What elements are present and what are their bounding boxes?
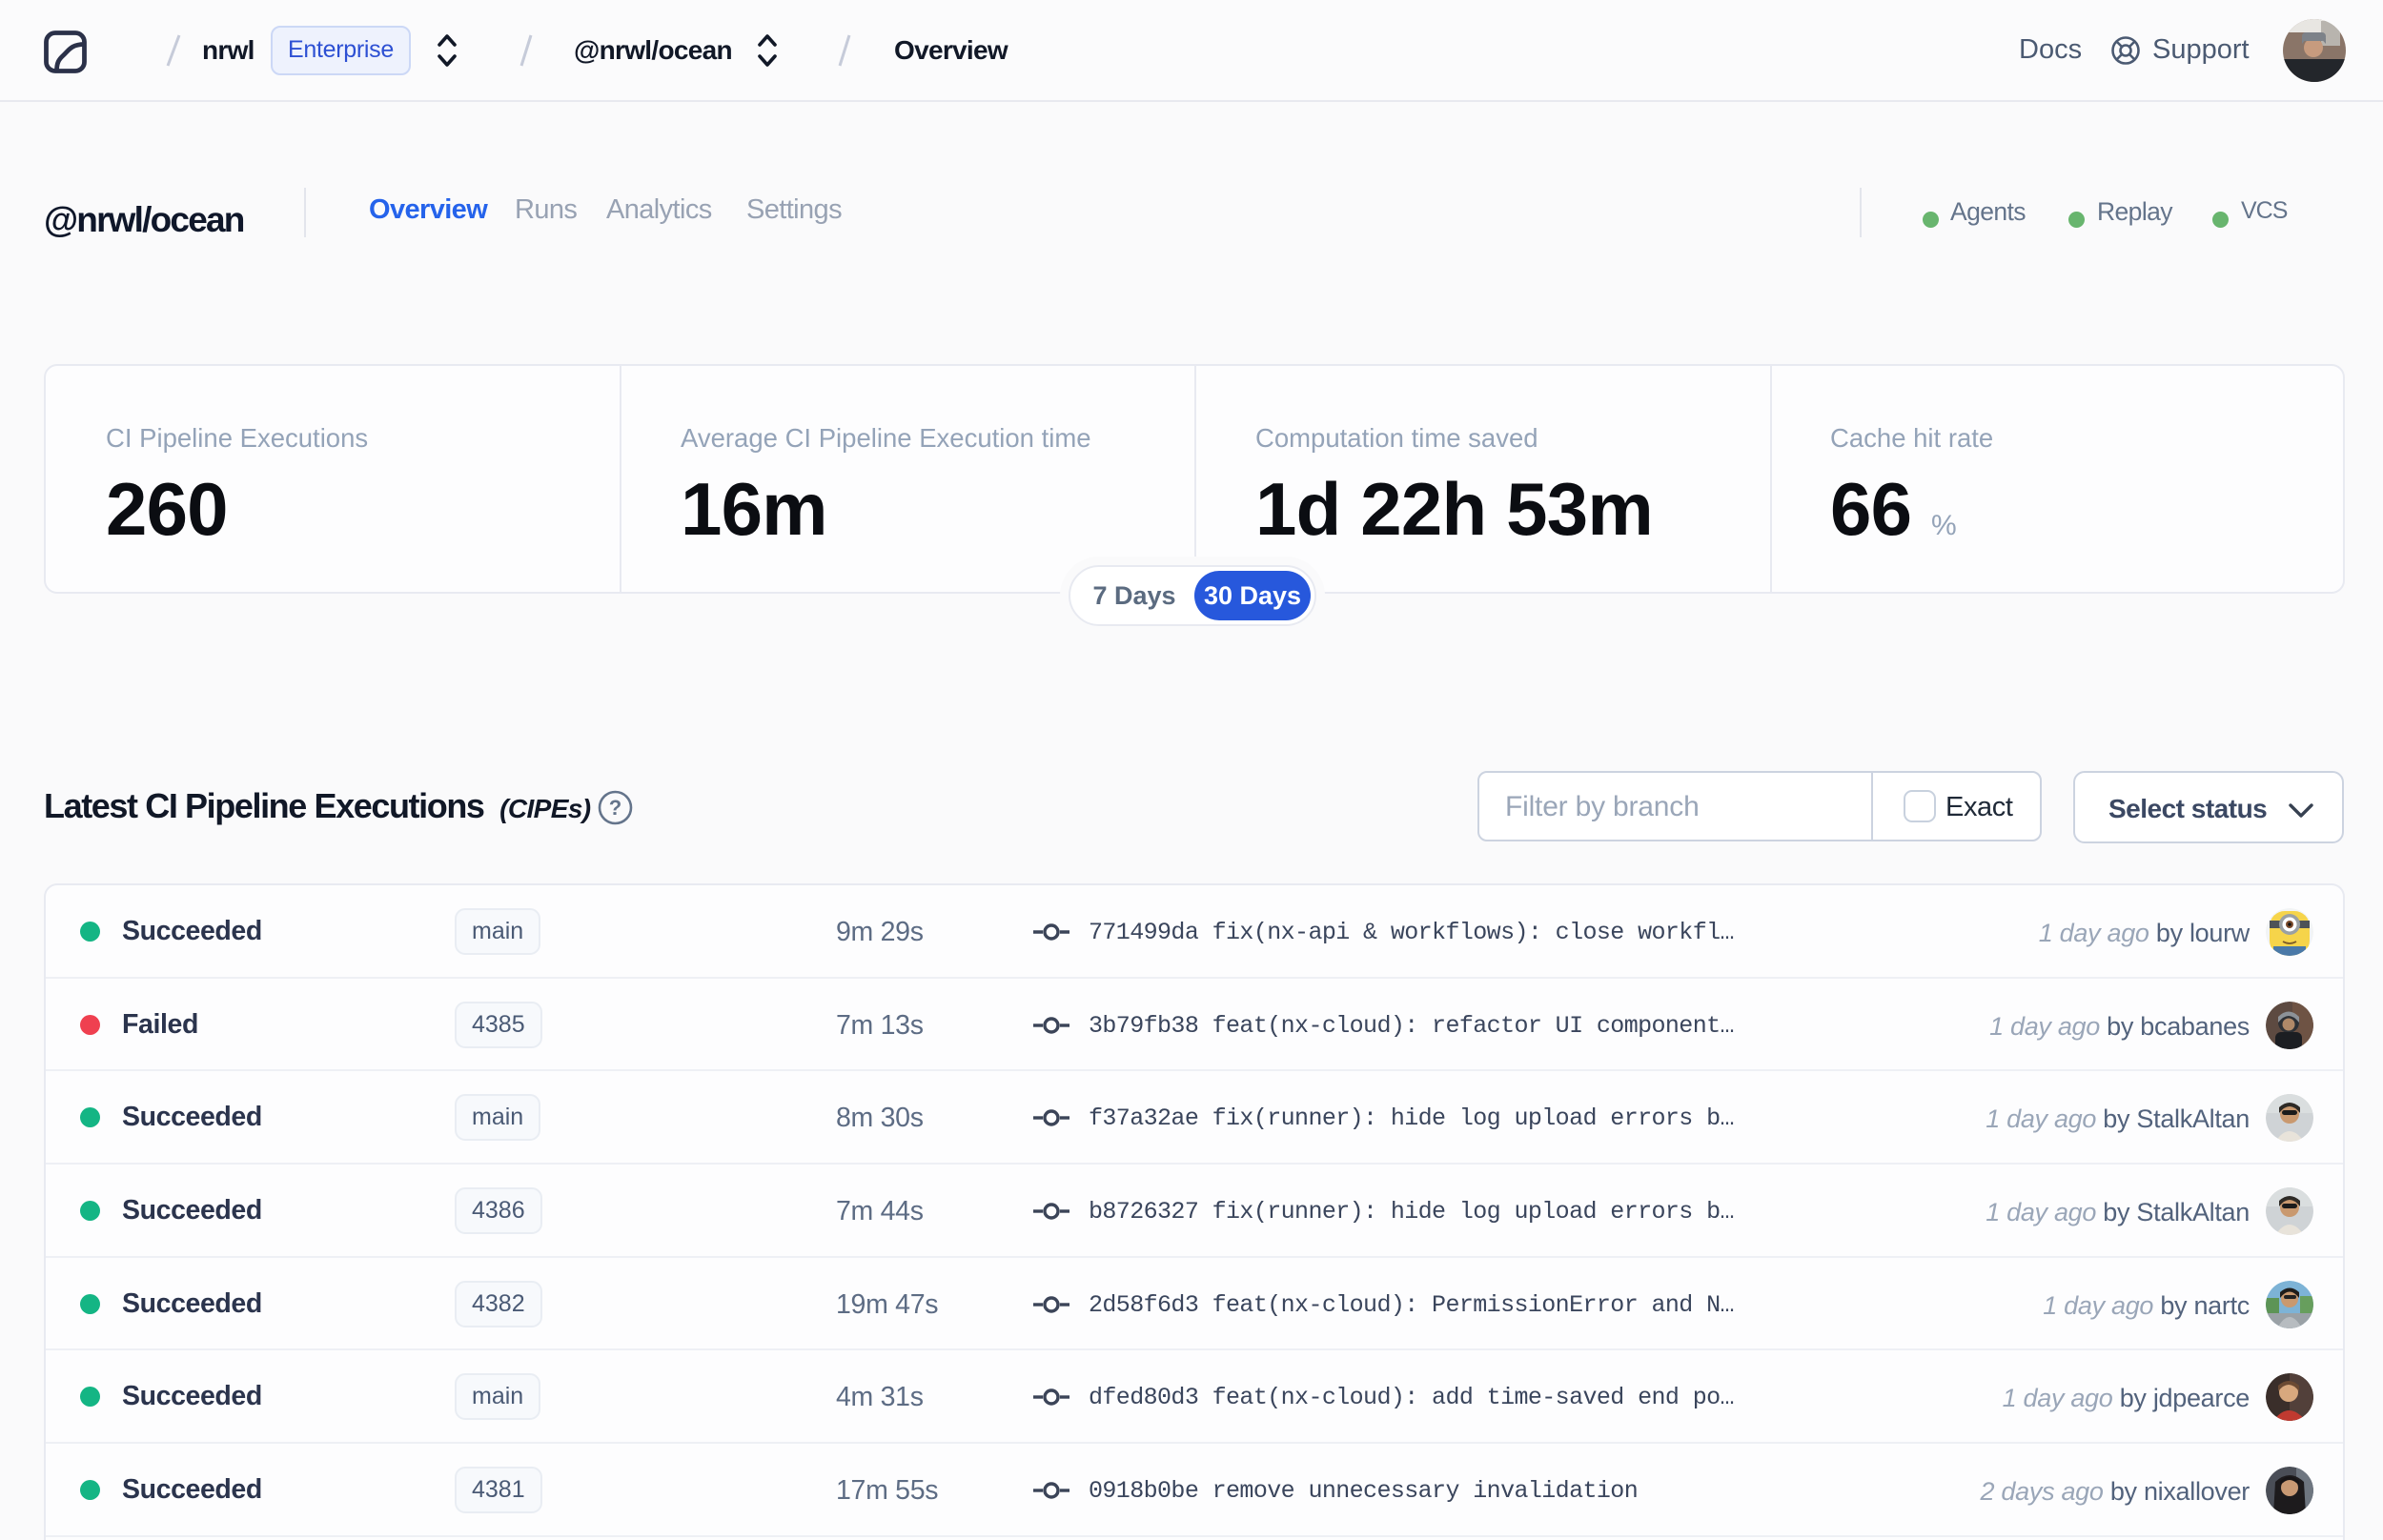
svg-text:?: ?: [609, 796, 621, 820]
